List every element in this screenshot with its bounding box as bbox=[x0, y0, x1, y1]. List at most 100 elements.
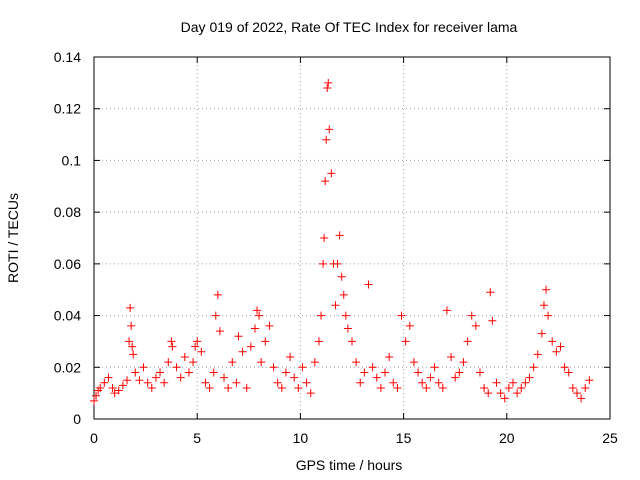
data-point bbox=[265, 321, 274, 330]
data-point bbox=[92, 391, 101, 400]
data-point bbox=[537, 329, 546, 338]
y-axis-label: ROTI / TECUs bbox=[5, 193, 21, 283]
data-point bbox=[389, 378, 398, 387]
data-point bbox=[131, 368, 140, 377]
data-point bbox=[90, 396, 98, 405]
data-point bbox=[253, 306, 262, 315]
data-point bbox=[471, 321, 480, 330]
data-point bbox=[447, 352, 456, 361]
data-point bbox=[123, 376, 132, 385]
data-point bbox=[337, 272, 346, 281]
data-point bbox=[368, 363, 377, 372]
data-point bbox=[128, 342, 137, 351]
data-point bbox=[257, 358, 266, 367]
data-point bbox=[360, 368, 369, 377]
data-point bbox=[135, 376, 144, 385]
data-point bbox=[504, 383, 513, 392]
data-point bbox=[151, 373, 160, 382]
data-point bbox=[513, 389, 522, 398]
x-tick-label: 0 bbox=[90, 430, 98, 446]
data-point bbox=[508, 378, 517, 387]
data-point bbox=[310, 358, 319, 367]
data-point bbox=[376, 383, 385, 392]
data-point bbox=[327, 169, 336, 178]
x-tick-label: 5 bbox=[193, 430, 201, 446]
data-point bbox=[525, 373, 534, 382]
data-point bbox=[401, 337, 410, 346]
data-point bbox=[585, 376, 594, 385]
y-tick-label: 0.1 bbox=[62, 152, 82, 168]
data-point bbox=[356, 378, 365, 387]
data-point bbox=[294, 383, 303, 392]
data-point bbox=[568, 383, 577, 392]
data-point bbox=[139, 363, 148, 372]
data-point bbox=[577, 394, 586, 403]
data-point bbox=[564, 368, 573, 377]
y-tick-label: 0 bbox=[73, 411, 81, 427]
data-point bbox=[250, 324, 259, 333]
data-point bbox=[104, 373, 113, 382]
data-point bbox=[238, 347, 247, 356]
data-point bbox=[298, 363, 307, 372]
data-point bbox=[255, 311, 264, 320]
data-point bbox=[343, 324, 352, 333]
data-point bbox=[539, 301, 548, 310]
data-point bbox=[372, 373, 381, 382]
data-point bbox=[110, 389, 119, 398]
data-point bbox=[290, 373, 299, 382]
data-point bbox=[409, 358, 418, 367]
data-point bbox=[492, 378, 501, 387]
data-point bbox=[118, 381, 127, 390]
data-point bbox=[418, 378, 427, 387]
data-point bbox=[552, 347, 561, 356]
data-point bbox=[317, 311, 326, 320]
data-point bbox=[306, 389, 315, 398]
data-point bbox=[486, 288, 495, 297]
data-point bbox=[172, 363, 181, 372]
data-point bbox=[156, 368, 165, 377]
data-point bbox=[126, 303, 135, 312]
x-tick-label: 20 bbox=[499, 430, 515, 446]
data-point bbox=[189, 358, 198, 367]
data-point bbox=[544, 311, 553, 320]
data-point bbox=[521, 378, 530, 387]
data-point bbox=[405, 321, 414, 330]
data-point bbox=[430, 363, 439, 372]
data-point bbox=[314, 337, 323, 346]
x-tick-label: 25 bbox=[602, 430, 618, 446]
data-point bbox=[385, 352, 394, 361]
data-point bbox=[438, 383, 447, 392]
data-point bbox=[335, 231, 344, 240]
y-tick-label: 0.08 bbox=[54, 204, 81, 220]
data-point bbox=[442, 306, 451, 315]
data-point bbox=[160, 378, 169, 387]
data-point bbox=[197, 347, 206, 356]
data-point bbox=[224, 383, 233, 392]
data-point bbox=[352, 358, 361, 367]
data-point bbox=[242, 383, 251, 392]
data-point bbox=[191, 342, 200, 351]
data-point bbox=[114, 386, 123, 395]
data-point bbox=[176, 373, 185, 382]
data-point bbox=[325, 125, 334, 134]
data-point bbox=[324, 78, 333, 87]
y-tick-label: 0.04 bbox=[54, 308, 81, 324]
data-point bbox=[556, 342, 565, 351]
data-point bbox=[331, 301, 340, 310]
data-point bbox=[228, 358, 237, 367]
data-point bbox=[143, 378, 152, 387]
data-point bbox=[269, 363, 278, 372]
data-point bbox=[422, 383, 431, 392]
data-point bbox=[572, 389, 581, 398]
data-point bbox=[234, 332, 243, 341]
y-tick-label: 0.02 bbox=[54, 359, 81, 375]
data-point bbox=[488, 316, 497, 325]
data-point bbox=[320, 234, 329, 242]
x-tick-label: 10 bbox=[293, 430, 309, 446]
data-point bbox=[286, 352, 295, 361]
data-point bbox=[459, 358, 468, 367]
data-point bbox=[467, 311, 476, 320]
chart-title: Day 019 of 2022, Rate Of TEC Index for r… bbox=[181, 19, 518, 35]
data-point bbox=[201, 378, 210, 387]
x-tick-label: 15 bbox=[396, 430, 412, 446]
